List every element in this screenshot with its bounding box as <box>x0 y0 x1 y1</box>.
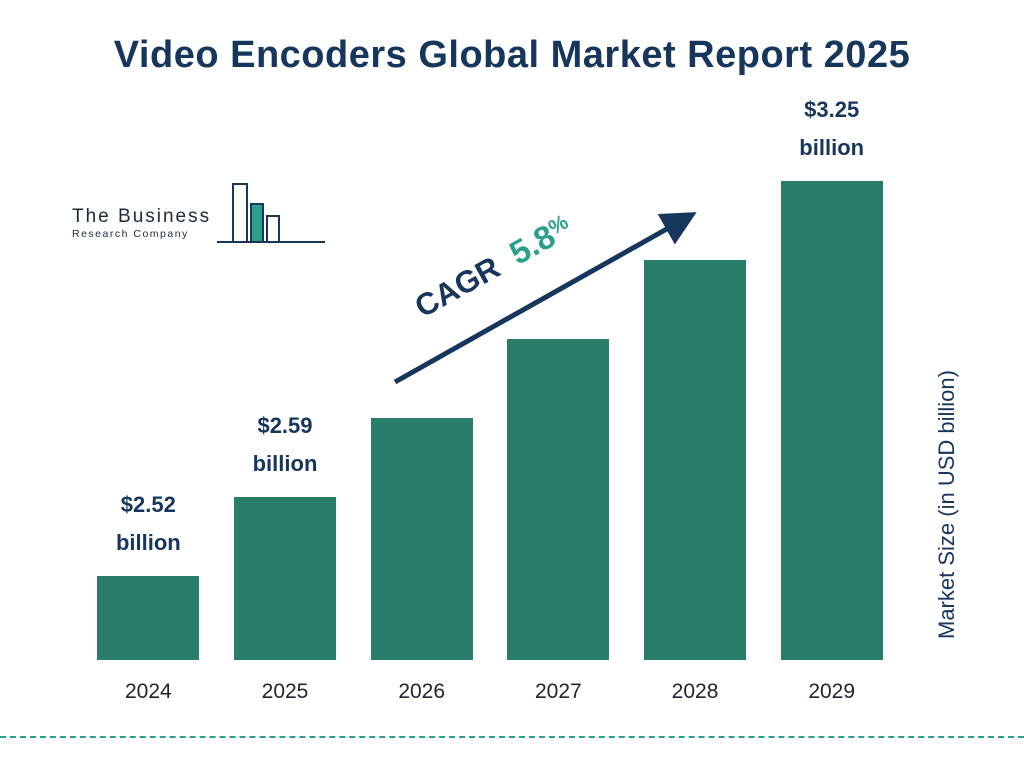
y-axis-title: Market Size (in USD billion) <box>934 370 959 640</box>
bar-slot-2028: 2028 <box>627 180 764 703</box>
bar-slot-2027: 2027 <box>490 180 627 703</box>
bar-slot-2024: $2.52 billion 2024 <box>80 180 217 703</box>
x-axis-label-2028: 2028 <box>671 680 719 703</box>
bottom-dashed-divider <box>0 736 1024 738</box>
bar-slot-2029: $3.25 billion 2029 <box>763 97 900 703</box>
logo-company-name: The Business <box>72 206 212 227</box>
logo-text: The Business Research Company <box>72 206 211 248</box>
page-title: Video Encoders Global Market Report 2025 <box>113 34 911 76</box>
bar-2027 <box>507 339 610 660</box>
x-axis-label-2025: 2025 <box>261 680 309 703</box>
bar-2028 <box>644 260 747 660</box>
bar-value-label-2024: $2.52 billion <box>115 492 181 555</box>
bar-slot-2026: 2026 <box>353 180 490 703</box>
bar-value-label-2029: $3.25 billion <box>799 97 865 160</box>
bar-slot-2025: $2.59 billion 2025 <box>217 180 354 703</box>
bar-value-label-2025: $2.59 billion <box>252 413 318 476</box>
logo: The Business Research Company <box>72 180 327 248</box>
bar-2026 <box>370 418 473 660</box>
bar-2025 <box>234 497 336 660</box>
x-axis-label-2026: 2026 <box>398 680 446 703</box>
x-axis-label-2027: 2027 <box>534 680 582 703</box>
bar-2029 <box>780 181 883 660</box>
bar-2024 <box>97 576 200 660</box>
logo-company-subtitle: Research Company <box>72 228 189 240</box>
x-axis-label-2029: 2029 <box>808 680 856 703</box>
x-axis-label-2024: 2024 <box>124 680 172 703</box>
logo-bar-chart-icon <box>217 183 326 243</box>
